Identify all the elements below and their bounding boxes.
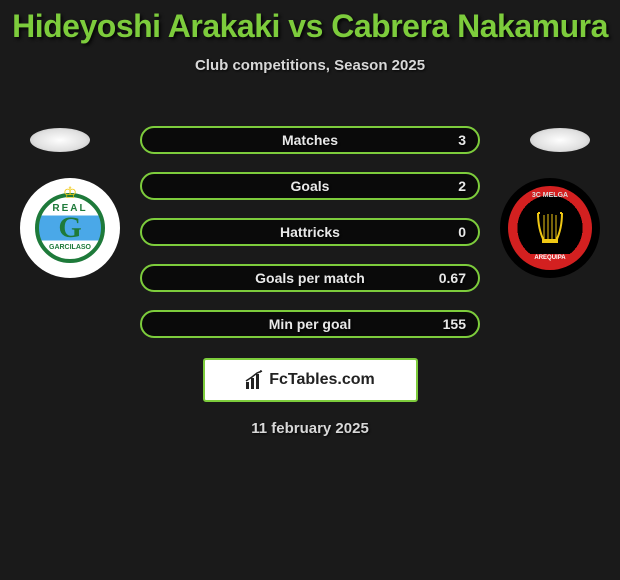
infographic-container: Hideyoshi Arakaki vs Cabrera Nakamura Cl… xyxy=(0,0,620,580)
stat-row: Matches 3 xyxy=(140,126,480,154)
stats-panel: Matches 3 Goals 2 Hattricks 0 Goals per … xyxy=(140,126,480,356)
crown-icon: ♔ xyxy=(63,183,77,203)
club-badge-left: ♔ REAL G GARCILASO xyxy=(20,178,120,278)
badge-left-inner: ♔ REAL G GARCILASO xyxy=(35,193,105,263)
player-silhouette-left xyxy=(30,128,90,152)
stat-value: 0 xyxy=(458,224,466,240)
badge-left-letter: G xyxy=(58,211,81,245)
brand-text: FcTables.com xyxy=(269,371,375,389)
stat-label: Matches xyxy=(282,132,338,148)
badge-right-inner: 3C MELGA AREQUIPA xyxy=(508,186,592,270)
harp-icon xyxy=(534,209,566,247)
footer-section: FcTables.com 11 february 2025 xyxy=(0,352,620,437)
brand-box: FcTables.com xyxy=(203,358,418,402)
stat-label: Min per goal xyxy=(269,316,351,332)
stat-row: Goals per match 0.67 xyxy=(140,264,480,292)
stat-value: 3 xyxy=(458,132,466,148)
page-title: Hideyoshi Arakaki vs Cabrera Nakamura xyxy=(0,0,620,45)
club-badge-right: 3C MELGA AREQUIPA xyxy=(500,178,600,278)
stat-value: 155 xyxy=(443,316,466,332)
stat-label: Hattricks xyxy=(280,224,340,240)
stat-value: 0.67 xyxy=(439,270,466,286)
stat-row: Hattricks 0 xyxy=(140,218,480,246)
badge-right-top-text: 3C MELGA xyxy=(532,192,568,199)
subtitle: Club competitions, Season 2025 xyxy=(0,57,620,74)
stat-row: Min per goal 155 xyxy=(140,310,480,338)
stat-value: 2 xyxy=(458,178,466,194)
badge-left-bottom-text: GARCILASO xyxy=(49,244,91,251)
stat-row: Goals 2 xyxy=(140,172,480,200)
badge-left-top-text: REAL xyxy=(52,203,87,214)
stat-label: Goals xyxy=(291,178,330,194)
date-text: 11 february 2025 xyxy=(0,420,620,437)
player-silhouette-right xyxy=(530,128,590,152)
stat-label: Goals per match xyxy=(255,270,365,286)
chart-icon xyxy=(245,370,265,390)
badge-right-bottom-text: AREQUIPA xyxy=(528,254,571,262)
